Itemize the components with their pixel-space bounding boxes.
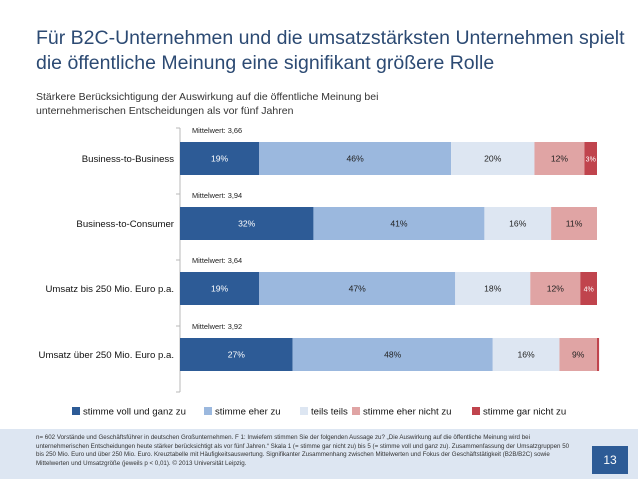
bar-segment bbox=[180, 338, 293, 371]
footer-band bbox=[0, 429, 638, 479]
legend-label: stimme eher nicht zu bbox=[363, 407, 452, 418]
bar-segment bbox=[451, 142, 535, 175]
stacked-bar-chart: Business-to-Business Mittelwert: 3,66 19% 4… bbox=[39, 126, 600, 418]
footnote: n= 602 Vorstände und Geschäftsführer in … bbox=[36, 434, 570, 467]
bar-segment bbox=[259, 272, 456, 305]
bar-segment bbox=[534, 142, 585, 175]
bar-segment bbox=[259, 142, 452, 175]
legend-swatch bbox=[72, 407, 80, 415]
bar-segment bbox=[313, 207, 485, 240]
category-label: Umsatz bis 250 Mio. Euro p.a. bbox=[45, 284, 174, 295]
bar-segment bbox=[597, 338, 600, 371]
bar-segment bbox=[580, 272, 597, 305]
segment-value-label: 9% bbox=[572, 350, 585, 360]
segment-value-label: 32% bbox=[238, 219, 256, 229]
segment-value-label: 19% bbox=[211, 284, 229, 294]
bar-segment bbox=[455, 272, 531, 305]
bar-segment bbox=[180, 272, 260, 305]
category-label: Business-to-Business bbox=[82, 154, 174, 165]
segment-value-label: 16% bbox=[509, 219, 527, 229]
segment-value-label: 3% bbox=[586, 157, 596, 164]
legend-swatch bbox=[300, 407, 308, 415]
category-label: Business-to-Consumer bbox=[76, 219, 174, 230]
bar-segment bbox=[584, 142, 597, 175]
segment-value-label: 41% bbox=[390, 219, 408, 229]
bar-segment bbox=[484, 207, 552, 240]
segment-value-label: 46% bbox=[347, 154, 365, 164]
mean-label: Mittelwert: 3,66 bbox=[192, 126, 242, 135]
mean-label: Mittelwert: 3,64 bbox=[192, 256, 242, 265]
legend-swatch bbox=[472, 407, 480, 415]
segment-value-label: 11% bbox=[566, 219, 583, 229]
legend-label: stimme eher zu bbox=[215, 407, 281, 418]
chart-subtitle: Stärkere Berücksichtigung der Auswirkung… bbox=[36, 91, 379, 117]
segment-value-label: 19% bbox=[211, 154, 229, 164]
legend-swatch bbox=[204, 407, 212, 415]
segment-value-label: 27% bbox=[228, 350, 246, 360]
segment-value-label: 4% bbox=[584, 287, 594, 294]
legend-label: stimme voll und ganz zu bbox=[83, 407, 186, 418]
bar-segment bbox=[492, 338, 560, 371]
bar-segment bbox=[180, 142, 260, 175]
segment-value-label: 47% bbox=[349, 284, 367, 294]
segment-value-label: 12% bbox=[551, 154, 569, 164]
legend-label: teils teils bbox=[311, 407, 348, 418]
mean-label: Mittelwert: 3,94 bbox=[192, 191, 242, 200]
segment-value-label: 48% bbox=[384, 350, 402, 360]
segment-value-label: 20% bbox=[484, 154, 502, 164]
bar-segment bbox=[530, 272, 581, 305]
legend-label: stimme gar nicht zu bbox=[483, 407, 566, 418]
segment-value-label: 12% bbox=[547, 284, 565, 294]
bar-segment bbox=[559, 338, 597, 371]
segment-value-label: 16% bbox=[518, 350, 536, 360]
page-title: Für B2C-Unternehmen und die umsatzstärks… bbox=[36, 27, 625, 74]
bar-segment bbox=[292, 338, 493, 371]
page-number: 13 bbox=[592, 446, 628, 474]
segment-value-label: 18% bbox=[484, 284, 502, 294]
mean-label: Mittelwert: 3,92 bbox=[192, 322, 242, 331]
category-label: Umsatz über 250 Mio. Euro p.a. bbox=[39, 350, 174, 361]
bar-segment bbox=[551, 207, 597, 240]
bar-segment bbox=[180, 207, 314, 240]
legend-swatch bbox=[352, 407, 360, 415]
